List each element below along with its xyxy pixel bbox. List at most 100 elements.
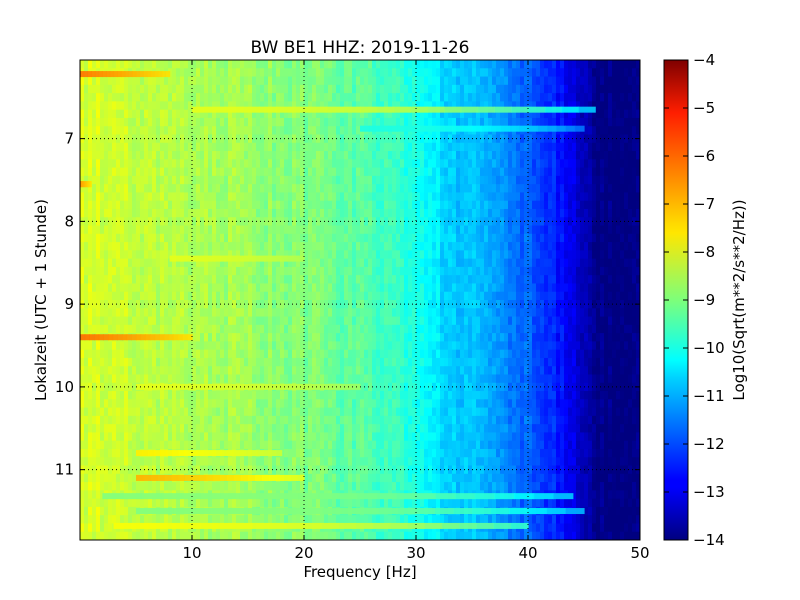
heatmap-cell	[312, 134, 317, 144]
heatmap-cell	[184, 440, 189, 450]
heatmap-cell	[92, 184, 97, 194]
heatmap-cell	[148, 250, 153, 260]
heatmap-cell	[308, 341, 313, 351]
heatmap-cell	[196, 93, 201, 102]
heatmap-cell	[340, 93, 345, 102]
heatmap-cell	[84, 515, 89, 525]
heatmap-cell	[364, 515, 369, 525]
heatmap-cell	[248, 60, 253, 69]
heatmap-cell	[320, 482, 325, 491]
heatmap-cell	[272, 167, 277, 177]
heatmap-cell	[144, 117, 149, 127]
heatmap-cell	[312, 126, 317, 136]
heatmap-cell	[236, 407, 241, 417]
heatmap-cell	[368, 448, 373, 458]
heatmap-cell	[244, 308, 249, 318]
heatmap-cell	[228, 250, 233, 260]
heatmap-cell	[184, 366, 189, 376]
heatmap-cell	[208, 200, 213, 210]
heatmap-cell	[332, 448, 337, 458]
heatmap-cell	[280, 283, 285, 293]
heatmap-cell	[360, 167, 365, 177]
heatmap-cell	[220, 275, 225, 285]
heatmap-cell	[424, 93, 429, 102]
heatmap-cell	[268, 84, 273, 94]
heatmap-cell	[352, 250, 357, 260]
heatmap-cell	[136, 76, 141, 86]
heatmap-cell	[376, 407, 381, 417]
heatmap-cell	[400, 167, 405, 177]
heatmap-cell	[132, 316, 137, 326]
heatmap-cell	[376, 366, 381, 376]
heatmap-cell	[264, 126, 269, 136]
heatmap-cell	[408, 134, 413, 144]
heatmap-cell	[140, 117, 145, 127]
heatmap-cell	[364, 175, 369, 185]
heatmap-cell	[336, 357, 341, 367]
heatmap-cell	[280, 184, 285, 194]
heatmap-cell	[164, 482, 169, 491]
heatmap-cell	[416, 192, 421, 202]
heatmap-cell	[332, 275, 337, 285]
heatmap-cell	[364, 374, 369, 384]
heatmap-cell	[112, 275, 117, 285]
heatmap-cell	[212, 374, 217, 384]
heatmap-cell	[384, 142, 389, 152]
heatmap-cell	[296, 167, 301, 177]
heatmap-cell	[168, 208, 173, 218]
heatmap-cell	[416, 275, 421, 285]
heatmap-cell	[196, 101, 201, 111]
heatmap-cell	[352, 159, 357, 169]
heatmap-cell	[228, 333, 233, 342]
heatmap-cell	[328, 250, 333, 260]
heatmap-cell	[324, 208, 329, 218]
heatmap-cell	[184, 341, 189, 351]
heatmap-cell	[228, 101, 233, 111]
heatmap-cell	[216, 374, 221, 384]
heatmap-cell	[248, 134, 253, 144]
heatmap-cell	[124, 117, 129, 127]
heatmap-cell	[344, 101, 349, 111]
heatmap-cell	[420, 291, 425, 301]
heatmap-cell	[88, 184, 93, 194]
heatmap-cell	[336, 415, 341, 425]
heatmap-cell	[208, 415, 213, 425]
heatmap-cell	[180, 374, 185, 384]
heatmap-cell	[88, 208, 93, 218]
heatmap-cell	[112, 208, 117, 218]
heatmap-cell	[220, 531, 225, 540]
heatmap-cell	[300, 357, 305, 367]
heatmap-cell	[204, 308, 209, 318]
heatmap-cell	[256, 175, 261, 185]
heatmap-cell	[244, 366, 249, 376]
heatmap-cell	[96, 440, 101, 450]
heatmap-cell	[308, 349, 313, 359]
heatmap-cell	[408, 382, 413, 392]
heatmap-cell	[176, 151, 181, 160]
heatmap-cell	[400, 266, 405, 276]
heatmap-cell	[88, 382, 93, 392]
heatmap-cell	[112, 258, 117, 268]
heatmap-cell	[100, 184, 105, 194]
heatmap-cell	[96, 134, 101, 144]
heatmap-cell	[420, 308, 425, 318]
heatmap-cell	[188, 192, 193, 202]
heatmap-cell	[324, 440, 329, 450]
heatmap-cell	[156, 250, 161, 260]
heatmap-cell	[368, 424, 373, 434]
heatmap-cell	[316, 275, 321, 285]
heatmap-cell	[284, 308, 289, 318]
heatmap-cell	[136, 308, 141, 318]
heatmap-cell	[192, 399, 197, 409]
heatmap-cell	[400, 333, 405, 342]
heatmap-cell	[224, 200, 229, 210]
heatmap-cell	[412, 250, 417, 260]
heatmap-cell	[220, 291, 225, 301]
heatmap-cell	[344, 432, 349, 442]
heatmap-cell	[360, 349, 365, 359]
heatmap-cell	[196, 291, 201, 301]
heatmap-cell	[284, 117, 289, 127]
heatmap-cell	[300, 440, 305, 450]
heatmap-cell	[416, 498, 421, 508]
heatmap-cell	[380, 109, 385, 119]
